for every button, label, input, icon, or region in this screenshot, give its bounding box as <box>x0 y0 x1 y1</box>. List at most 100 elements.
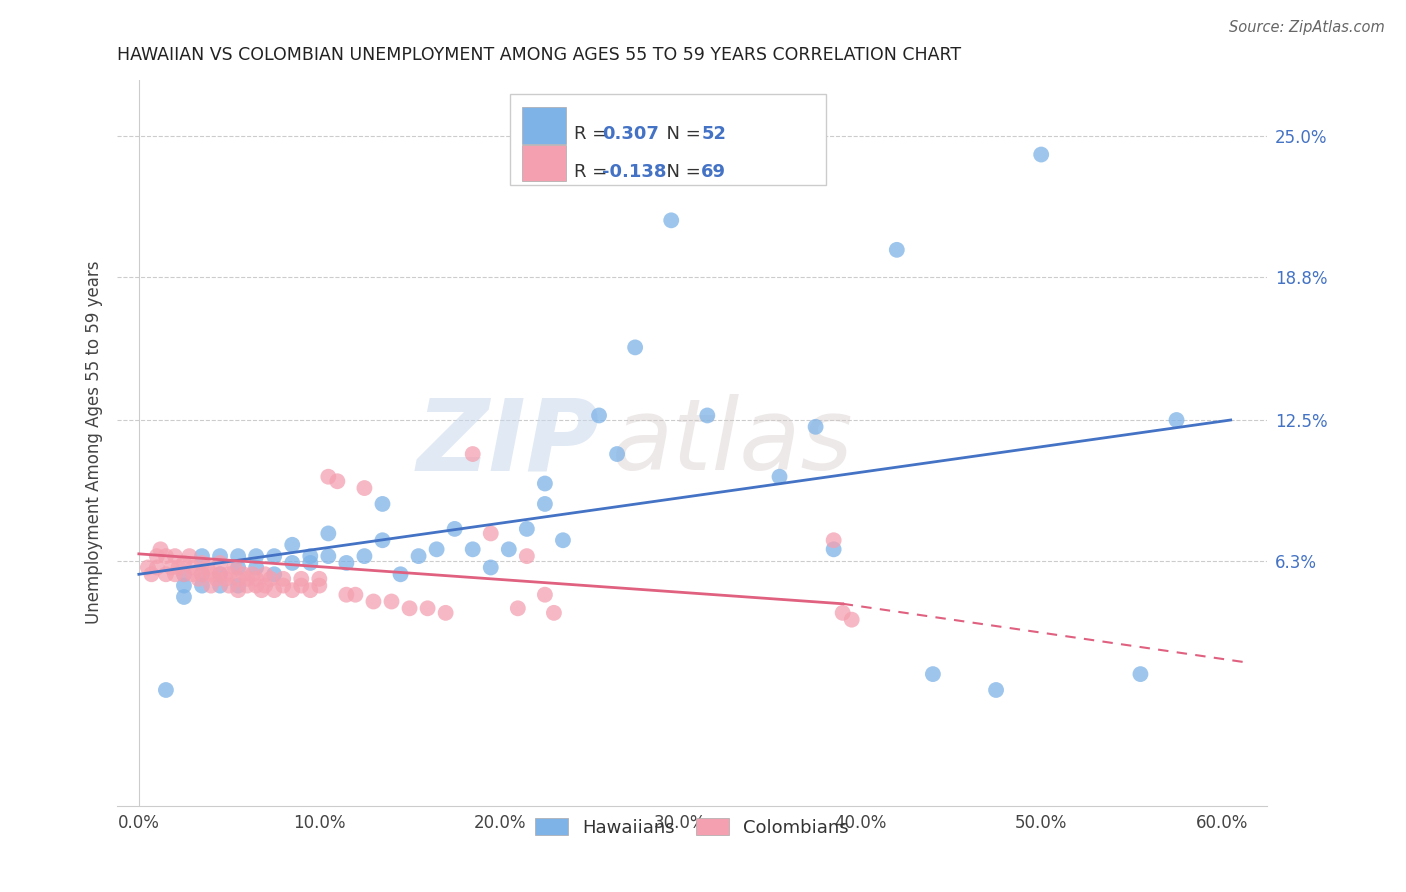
Point <box>191 567 214 582</box>
Point <box>922 667 945 681</box>
Point <box>398 601 420 615</box>
FancyBboxPatch shape <box>522 107 565 144</box>
Point <box>408 549 430 563</box>
Point <box>155 683 177 698</box>
Point <box>224 560 246 574</box>
Point <box>218 567 240 582</box>
Point <box>181 560 204 574</box>
Point <box>516 522 538 536</box>
Point <box>245 572 267 586</box>
Point <box>326 475 349 489</box>
Point <box>1166 413 1188 427</box>
Point <box>209 556 232 570</box>
Point <box>299 583 322 598</box>
Point <box>226 583 249 598</box>
Point <box>218 579 240 593</box>
Point <box>281 583 304 598</box>
Point <box>226 579 249 593</box>
Point <box>299 549 322 563</box>
Point <box>155 549 177 563</box>
Point <box>696 409 718 423</box>
Point <box>371 533 394 548</box>
Point <box>242 567 264 582</box>
Point <box>209 567 232 582</box>
Point <box>426 542 449 557</box>
Point <box>149 542 172 557</box>
Point <box>443 522 465 536</box>
Point <box>1129 667 1152 681</box>
Point <box>318 549 340 563</box>
Point <box>209 567 232 582</box>
Point <box>187 572 209 586</box>
Point <box>823 542 845 557</box>
Point <box>380 594 402 608</box>
Point <box>173 590 195 604</box>
Text: 52: 52 <box>702 126 725 144</box>
FancyBboxPatch shape <box>522 145 565 181</box>
Point <box>160 560 183 574</box>
FancyBboxPatch shape <box>510 95 827 185</box>
Point <box>624 340 647 354</box>
Point <box>200 579 222 593</box>
Point <box>173 579 195 593</box>
Legend: Hawaiians, Colombians: Hawaiians, Colombians <box>527 811 856 844</box>
Point <box>281 556 304 570</box>
Point <box>197 560 219 574</box>
Point <box>371 497 394 511</box>
Point <box>254 579 277 593</box>
Point <box>506 601 529 615</box>
Point <box>163 549 186 563</box>
Point <box>271 579 294 593</box>
Point <box>659 213 682 227</box>
Point <box>263 549 285 563</box>
Point <box>232 567 254 582</box>
Point <box>254 567 277 582</box>
Point <box>831 606 853 620</box>
Text: N =: N = <box>655 163 707 181</box>
Point <box>173 556 195 570</box>
Point <box>136 560 159 574</box>
Point <box>205 572 228 586</box>
Point <box>191 549 214 563</box>
Point <box>226 549 249 563</box>
Point <box>823 533 845 548</box>
Point <box>245 549 267 563</box>
Point <box>271 572 294 586</box>
Point <box>209 579 232 593</box>
Point <box>363 594 385 608</box>
Point <box>344 588 367 602</box>
Point <box>335 556 357 570</box>
Point <box>498 542 520 557</box>
Point <box>353 549 375 563</box>
Point <box>308 579 330 593</box>
Text: R =: R = <box>574 126 613 144</box>
Point <box>191 567 214 582</box>
Point <box>179 549 201 563</box>
Point <box>606 447 628 461</box>
Point <box>141 567 163 582</box>
Point <box>461 542 484 557</box>
Point <box>245 579 267 593</box>
Point <box>318 526 340 541</box>
Point <box>226 560 249 574</box>
Point <box>263 583 285 598</box>
Point <box>299 556 322 570</box>
Point <box>167 560 190 574</box>
Point <box>155 567 177 582</box>
Text: ZIP: ZIP <box>418 394 600 491</box>
Point <box>461 447 484 461</box>
Text: 0.307: 0.307 <box>602 126 659 144</box>
Point <box>226 572 249 586</box>
Point <box>353 481 375 495</box>
Point <box>389 567 412 582</box>
Point <box>146 560 169 574</box>
Point <box>318 469 340 483</box>
Text: N =: N = <box>655 126 707 144</box>
Point <box>886 243 908 257</box>
Text: HAWAIIAN VS COLOMBIAN UNEMPLOYMENT AMONG AGES 55 TO 59 YEARS CORRELATION CHART: HAWAIIAN VS COLOMBIAN UNEMPLOYMENT AMONG… <box>117 46 962 64</box>
Point <box>588 409 610 423</box>
Point <box>516 549 538 563</box>
Point <box>250 583 273 598</box>
Point <box>290 572 312 586</box>
Point <box>245 560 267 574</box>
